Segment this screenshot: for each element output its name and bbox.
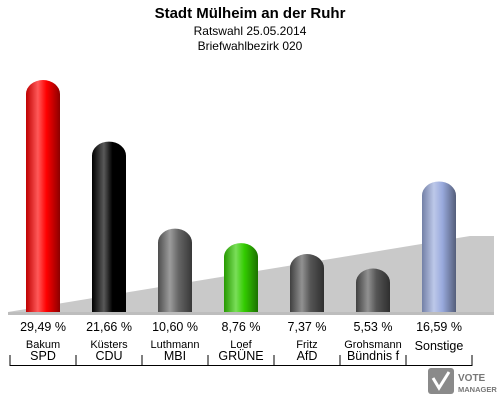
logo-text-manager: MANAGER: [458, 385, 497, 394]
candidate-label: Loef: [230, 339, 252, 351]
bar-afd: [290, 254, 324, 312]
party-label: AfD: [297, 349, 318, 363]
candidate-label: Luthmann: [151, 339, 200, 351]
candidate-label: Bakum: [26, 339, 60, 351]
candidate-label: Küsters: [90, 339, 128, 351]
value-labels-group: 29,49 % 21,66 % 10,60 % 8,76 % 7,37 % 5,53 % 1…: [20, 320, 462, 334]
bar-gr-ne: [224, 243, 258, 312]
value-label: 21,66 %: [86, 320, 132, 334]
party-label: SPD: [30, 349, 56, 363]
bar-mbi: [158, 228, 192, 312]
bar-spd: [26, 80, 60, 312]
party-label: Bündnis f: [347, 349, 400, 363]
value-label: 16,59 %: [416, 320, 462, 334]
candidate-label: Grohsmann: [344, 339, 401, 351]
logo-text-vote: VOTE: [458, 373, 486, 384]
bar-sonstige: [422, 181, 456, 312]
value-label: 29,49 %: [20, 320, 66, 334]
value-label: 10,60 %: [152, 320, 198, 334]
party-label: CDU: [95, 349, 122, 363]
chart-floor-front: [8, 312, 494, 315]
bar-b-ndnis-f: [356, 268, 390, 312]
category-separators: [9, 355, 473, 366]
party-label: MBI: [164, 349, 186, 363]
party-label: GRÜNE: [218, 349, 263, 363]
chart-subtitle-election: Ratswahl 25.05.2014: [194, 24, 307, 38]
bars-group: [26, 80, 456, 312]
chart-title: Stadt Mülheim an der Ruhr: [155, 5, 346, 22]
candidate-label: Fritz: [296, 339, 317, 351]
vote-manager-logo: VOTE MANAGER: [428, 368, 497, 394]
value-label: 7,37 %: [288, 320, 327, 334]
value-label: 5,53 %: [354, 320, 393, 334]
chart-subtitle-district: Briefwahlbezirk 020: [198, 39, 303, 53]
party-label: Sonstige: [415, 339, 464, 353]
value-label: 8,76 %: [222, 320, 261, 334]
bar-cdu: [92, 141, 126, 312]
